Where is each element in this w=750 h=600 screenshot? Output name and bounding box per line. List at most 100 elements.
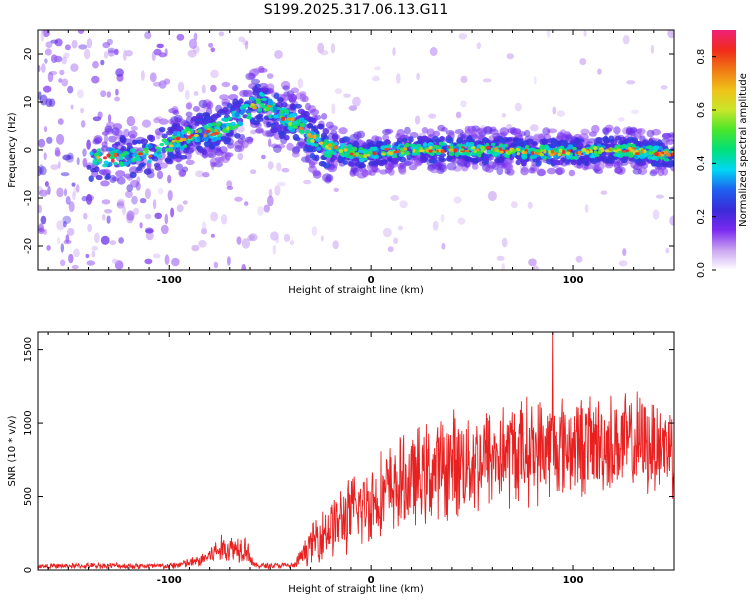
spectrogram-ridge-cell — [109, 151, 115, 156]
spectrogram-ridge-cell — [393, 150, 398, 154]
spectrogram-noise-cell — [669, 215, 674, 226]
spectrogram-noise-cell — [156, 43, 164, 49]
spectrogram-noise-cell — [392, 47, 396, 56]
spectrogram-ridge-cell — [174, 151, 182, 159]
spectrogram-noise-cell — [319, 50, 329, 56]
spectrogram-ridge-cell — [420, 149, 425, 153]
spectrogram-noise-cell — [130, 126, 138, 131]
colorbar: 0.0 0.2 0.4 0.6 0.8 Normalized spectral ampl… — [696, 30, 749, 278]
spectrogram-ridge-cell — [306, 133, 312, 137]
spectrogram-ridge-cell — [250, 97, 256, 102]
colorbar-gradient — [712, 30, 736, 270]
spectrogram-ridge-cell — [561, 149, 566, 155]
spectrogram-ridge-cell — [300, 117, 305, 123]
spectrogram-ridge-cell — [663, 158, 670, 162]
spectrogram-noise-cell — [38, 204, 42, 214]
y-tick-label: 1000 — [23, 410, 34, 435]
spectrogram-ridge-cell — [192, 105, 200, 112]
spectrogram-ridge-cell — [469, 138, 475, 143]
spectrogram-ridge-cell — [122, 161, 129, 167]
spectrogram-noise-cell — [104, 209, 113, 214]
spectrogram-ridge-cell — [501, 144, 507, 148]
spectrogram-ridge-cell — [386, 144, 392, 148]
spectrogram-ridge-cell — [558, 148, 563, 153]
spectrogram-ridge-cell — [175, 140, 180, 144]
x-tick-label: -100 — [157, 275, 182, 286]
spectrogram-noise-cell — [208, 42, 214, 48]
spectrogram-noise-cell — [167, 174, 172, 184]
spectrogram-ridge-cell — [428, 145, 433, 150]
spectrogram-noise-cell — [584, 204, 589, 213]
spectrogram-noise-cell — [63, 221, 67, 228]
spectrogram-ridge-cell — [301, 110, 307, 116]
spectrogram-ridge-cell — [352, 140, 360, 148]
spectrogram-ridge-cell — [613, 126, 621, 135]
spectrogram-noise-cell — [396, 73, 401, 84]
spectrogram-noise-cell — [84, 48, 91, 60]
spectrogram-ridge-cell — [482, 156, 489, 162]
spectrogram-noise-cell — [191, 244, 200, 252]
spectrogram-noise-cell — [234, 196, 243, 202]
spectrogram-noise-cell — [250, 129, 257, 135]
spectrogram-ridge-cell — [290, 87, 300, 94]
colorbar-ticks: 0.0 0.2 0.4 0.6 0.8 — [696, 49, 716, 278]
spectrogram-noise-cell — [414, 115, 421, 125]
spectrogram-ridge-cell — [402, 147, 408, 151]
spectrogram-ridge-cell — [413, 159, 420, 168]
spectrogram-noise-cell — [390, 195, 400, 201]
spectrogram-ridge-cell — [630, 143, 636, 148]
spectrogram-ridge-cell — [625, 149, 630, 152]
spectrogram-ridge-cell — [88, 175, 94, 182]
spectrogram-noise-cell — [140, 70, 145, 81]
spectrogram-noise-cell — [102, 42, 110, 49]
spectrogram-ridge-cell — [232, 98, 239, 106]
spectrogram-noise-cell — [62, 154, 72, 161]
spectrogram-noise-cell — [655, 194, 665, 199]
spectrogram-y-label: Frequency (Hz) — [7, 112, 18, 188]
spectrogram-noise-cell — [59, 69, 65, 76]
spectrogram-ridge-cell — [328, 147, 332, 151]
spectrogram-ridge-cell — [96, 155, 100, 160]
spectrogram-ridge-cell — [372, 151, 377, 156]
spectrogram-noise-cell — [630, 109, 640, 115]
spectrogram-ridge-cell — [158, 118, 169, 125]
spectrogram-ridge-cell — [366, 153, 371, 157]
spectrogram-noise-cell — [41, 63, 46, 73]
spectrogram-ridge-cell — [103, 156, 107, 160]
spectrogram-noise-cell — [618, 117, 625, 122]
spectrogram-noise-cell — [139, 198, 147, 204]
spectrogram-ridge-cell — [166, 130, 174, 136]
spectrogram-ridge-cell — [286, 142, 294, 151]
spectrogram-ridge-cell — [100, 180, 110, 187]
spectrogram-ridge-cell — [614, 135, 622, 141]
spectrogram-ridge-cell — [324, 176, 332, 184]
spectrogram-noise-cell — [429, 47, 438, 56]
spectrogram-noise-cell — [171, 257, 180, 267]
spectrogram-noise-cell — [249, 169, 257, 174]
spectrogram-ridge-cell — [654, 151, 659, 157]
spectrogram-ridge-cell — [577, 138, 585, 143]
spectrogram-noise-cell — [201, 84, 206, 94]
spectrogram-ridge-cell — [126, 142, 133, 148]
spectrogram-noise-cell — [311, 226, 318, 237]
spectrogram-ridge-cell — [508, 151, 512, 155]
spectrogram-ridge-cell — [161, 133, 168, 139]
spectrogram-noise-cell — [210, 233, 215, 238]
spectrogram-noise-cell — [261, 154, 266, 160]
spectrogram-ridge-cell — [312, 134, 317, 138]
spectrogram-ridge-cell — [250, 78, 261, 85]
spectrogram-ridge-cell — [632, 168, 642, 175]
spectrogram-ridge-cell — [368, 150, 373, 155]
spectrogram-ridge-cell — [532, 141, 538, 146]
spectrogram-ridge-cell — [591, 124, 600, 134]
spectrogram-ridge-cell — [161, 146, 167, 154]
spectrogram-noise-cell — [118, 237, 124, 244]
spectrogram-ridge-cell — [102, 163, 108, 168]
spectrogram-noise-cell — [238, 36, 246, 43]
spectrogram-ridge-cell — [319, 141, 324, 145]
snr-panel: -100 0 100 0 500 1000 1500 Height of straight… — [7, 331, 675, 595]
spectrogram-ridge-cell — [671, 152, 674, 156]
spectrogram-noise-cell — [73, 186, 77, 196]
spectrogram-noise-cell — [80, 107, 85, 114]
spectrogram-ridge-cell — [95, 174, 103, 181]
